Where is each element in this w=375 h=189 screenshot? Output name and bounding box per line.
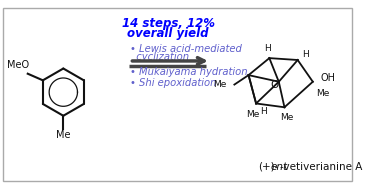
Text: MeO: MeO <box>7 60 29 70</box>
Text: Me: Me <box>246 110 259 119</box>
Text: O: O <box>270 80 278 90</box>
Text: overall yield: overall yield <box>128 27 209 40</box>
Text: • Lewis acid-mediated: • Lewis acid-mediated <box>130 44 242 54</box>
Text: Me: Me <box>316 89 330 98</box>
Text: Me: Me <box>280 113 293 122</box>
Text: cyclization: cyclization <box>130 52 189 62</box>
Text: • Shi epoxidation: • Shi epoxidation <box>130 78 217 88</box>
Text: Me: Me <box>213 80 227 89</box>
Text: H: H <box>264 44 271 53</box>
Text: (+)-: (+)- <box>258 162 279 172</box>
Text: H: H <box>260 108 267 116</box>
Text: 14 steps, 12%: 14 steps, 12% <box>122 17 215 30</box>
Text: • Mukaiyama hydration: • Mukaiyama hydration <box>130 67 248 77</box>
Text: ent: ent <box>270 162 287 172</box>
Text: Me: Me <box>56 130 70 140</box>
Text: H: H <box>302 50 309 59</box>
Text: -vetiverianine A: -vetiverianine A <box>280 162 362 172</box>
Text: OH: OH <box>320 73 335 83</box>
